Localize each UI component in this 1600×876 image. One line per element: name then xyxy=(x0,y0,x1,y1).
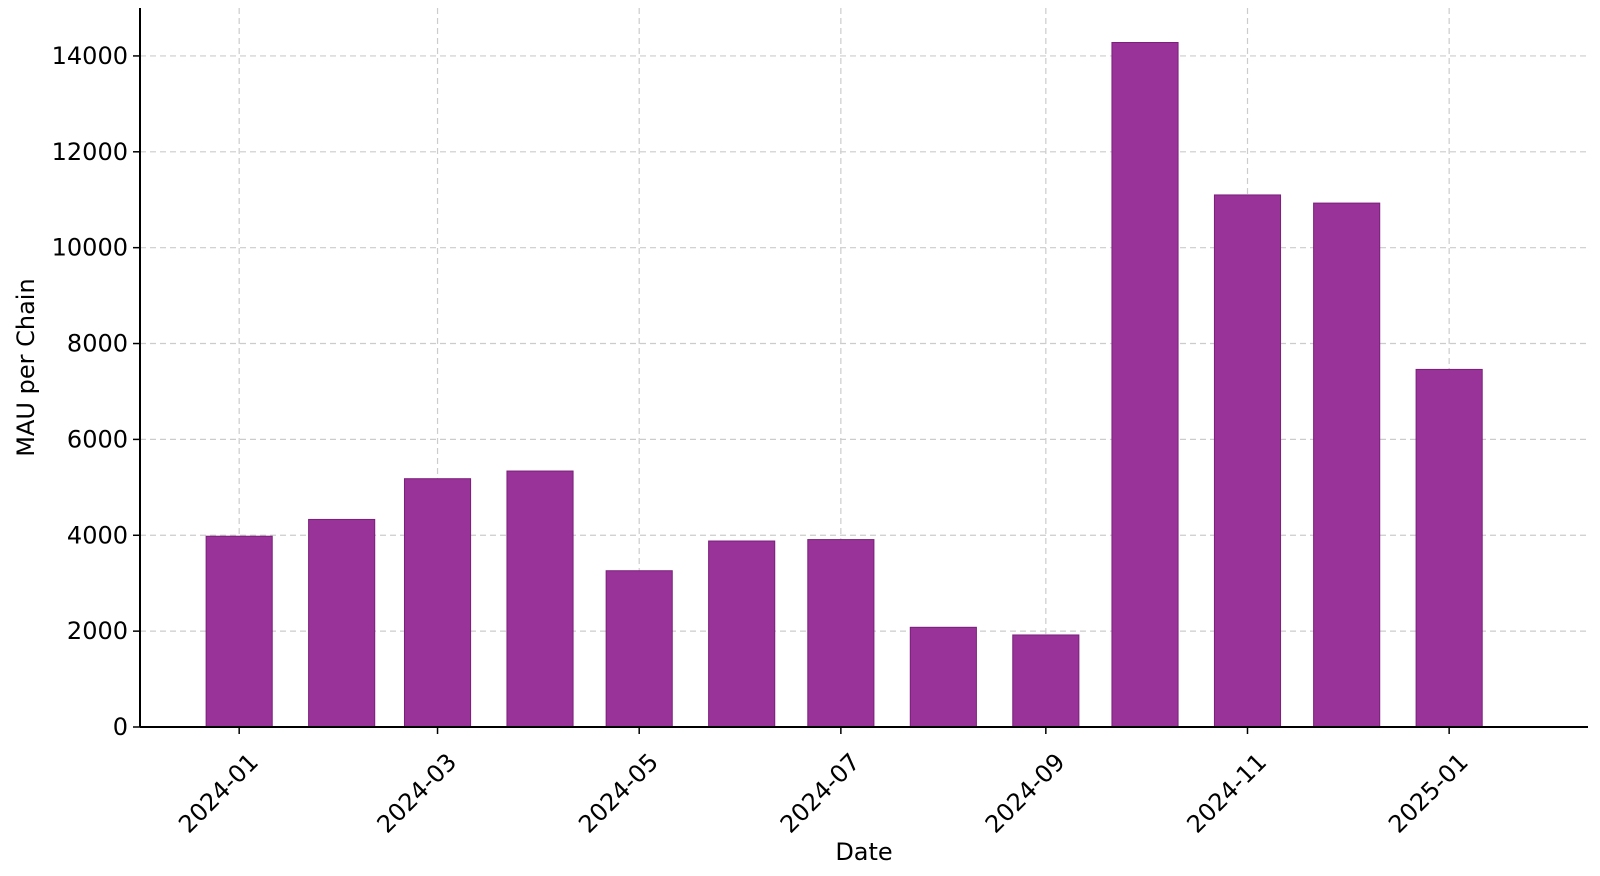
y-tick-label: 8000 xyxy=(67,330,128,358)
x-tick-label: 2024-07 xyxy=(775,748,866,839)
bar xyxy=(1213,194,1282,728)
bar xyxy=(1415,368,1483,728)
bar xyxy=(205,535,273,728)
x-axis-title: Date xyxy=(835,838,892,866)
x-tick-label: 2024-11 xyxy=(1181,748,1272,839)
bar xyxy=(807,539,875,728)
y-tick-label: 10000 xyxy=(52,234,128,262)
x-tick-label: 2024-03 xyxy=(372,748,463,839)
bar xyxy=(506,470,574,728)
y-tick-label: 6000 xyxy=(67,425,128,453)
x-ticks: 2024-01 2024-03 2024-05 2024-07 2024-09 2024-… xyxy=(173,727,1474,839)
bar xyxy=(909,626,977,728)
bar xyxy=(1313,202,1381,728)
axes-layer xyxy=(139,8,1588,728)
x-tick-label: 2024-01 xyxy=(173,748,264,839)
y-ticks: 0 2000 4000 6000 8000 10000 12000 14000 xyxy=(52,42,140,741)
x-tick-label: 2025-01 xyxy=(1383,748,1474,839)
bar xyxy=(403,478,472,728)
y-tick-label: 4000 xyxy=(67,521,128,549)
bar xyxy=(308,518,376,728)
grid-layer xyxy=(140,8,1588,727)
bar xyxy=(605,570,673,728)
x-tick-label: 2024-09 xyxy=(980,748,1071,839)
y-tick-label: 2000 xyxy=(67,617,128,645)
bar xyxy=(708,540,776,728)
bars-layer xyxy=(205,42,1483,728)
y-axis-title: MAU per Chain xyxy=(12,278,40,456)
bar xyxy=(1012,634,1080,728)
y-tick-label: 14000 xyxy=(52,42,128,70)
x-tick-label: 2024-05 xyxy=(573,748,664,839)
y-tick-label: 0 xyxy=(113,713,128,741)
y-tick-label: 12000 xyxy=(52,138,128,166)
bar xyxy=(1111,42,1179,728)
